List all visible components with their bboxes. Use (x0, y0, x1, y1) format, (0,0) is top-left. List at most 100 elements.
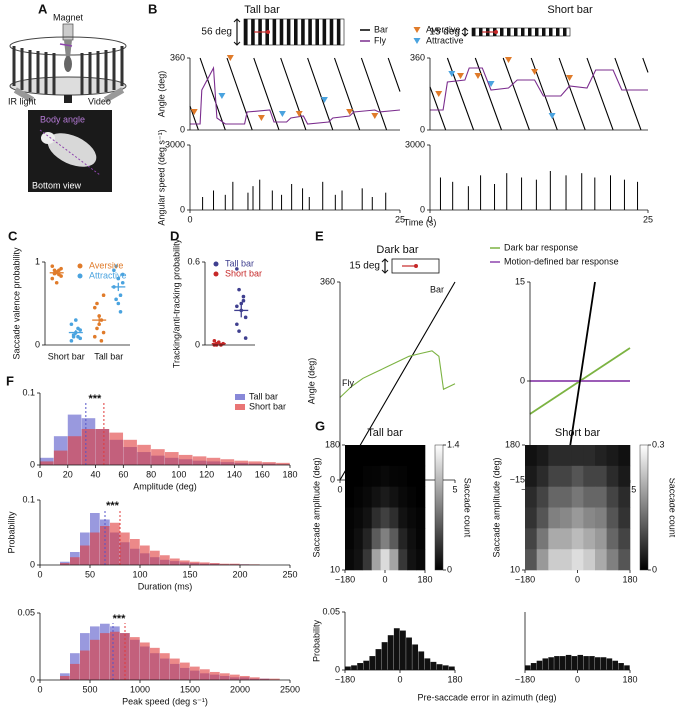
legend-label: Tall bar (225, 258, 254, 268)
hist-bar (530, 663, 537, 670)
x-tick-label: 180 (622, 574, 637, 584)
heatmap-cell (606, 528, 619, 550)
x-tick-label: 40 (91, 469, 101, 479)
hist-bar (600, 657, 607, 670)
heatmap-cell (536, 445, 549, 467)
data-point (71, 333, 76, 337)
heatmap-cell (362, 465, 372, 487)
heatmap-cell (618, 445, 631, 467)
hist-bar (81, 429, 96, 465)
y-tick-label: 0 (335, 664, 340, 674)
y-tick-label: 360 (170, 52, 185, 62)
hist-bar (250, 677, 260, 680)
x-tick-label: 0 (575, 674, 580, 684)
data-point (243, 315, 248, 320)
hist-bar (67, 436, 82, 465)
hist-bar (270, 678, 280, 680)
heatmap-cell (583, 465, 596, 487)
x-tick-label: 0 (37, 569, 42, 579)
event-marker (218, 93, 226, 99)
data-point (99, 339, 104, 343)
heatmap-cell (389, 486, 399, 508)
stimulus-stripe (542, 28, 546, 36)
chart-title: Tall bar (244, 4, 280, 16)
hist-bar (165, 452, 179, 465)
fly-icon (494, 30, 498, 34)
x-tick-label: 60 (118, 469, 128, 479)
hist-bar (571, 656, 578, 670)
heatmap-cell (398, 465, 408, 487)
y-tick-label: 360 (410, 52, 425, 62)
y-tick-label: 180 (505, 439, 520, 449)
stimulus-stripe (549, 28, 553, 36)
y-tick-label: 0 (30, 674, 35, 684)
y-tick-label: 180 (325, 439, 340, 449)
heatmap-cell (416, 528, 426, 550)
heatmap-cell (548, 528, 561, 550)
event-marker (278, 111, 286, 117)
heatmap-cell (389, 528, 399, 550)
hist-bar (190, 666, 200, 680)
y-tick-label: 0.05 (17, 607, 35, 617)
x-axis-label: Duration (ms) (138, 581, 193, 591)
heatmap-cell (416, 549, 426, 571)
x-tick-label: 180 (622, 674, 637, 684)
hist-bar (90, 639, 100, 680)
heatmap-cell (389, 445, 399, 467)
x-tick-label: 0 (337, 484, 342, 494)
heatmap-cell (389, 465, 399, 487)
schematic-label: Body angle (40, 114, 85, 124)
stimulus-stripe (301, 19, 305, 45)
hist-bar (120, 532, 130, 565)
event-marker (448, 71, 456, 77)
heatmap-cell (407, 549, 417, 571)
hist-bar (160, 653, 170, 680)
y-axis-label: Tracking/anti-tracking probability (171, 238, 181, 368)
hist-bar (565, 654, 572, 670)
y-tick-label: 0.1 (22, 494, 35, 504)
hist-bar (606, 658, 613, 670)
colorbar-label: Saccade count (463, 478, 473, 538)
x-tick-label: 120 (199, 469, 214, 479)
stimulus-stripe (500, 28, 504, 36)
event-marker (504, 57, 512, 63)
hist-bar (140, 545, 150, 565)
data-point (118, 310, 123, 314)
data-point (54, 280, 59, 285)
x-tick-label: 140 (227, 469, 242, 479)
panel-label: E (315, 228, 324, 243)
hist-bar (612, 660, 619, 670)
hist-bar (560, 656, 566, 670)
y-axis-label: Saccade valence probability (11, 247, 21, 360)
line-label: Fly (342, 378, 354, 388)
data-point (120, 280, 125, 285)
event-marker (226, 55, 234, 61)
hist-bar (595, 657, 601, 670)
event-marker (457, 73, 465, 79)
hist-bar (53, 450, 68, 465)
data-point (59, 274, 63, 278)
heatmap-cell (380, 528, 390, 550)
heatmap-cell (371, 528, 381, 550)
heatmap-cell (618, 507, 631, 529)
stimulus-stripe (528, 28, 532, 36)
heatmap-cell (380, 507, 390, 529)
x-tick-label: −180 (335, 674, 355, 684)
y-tick-label: 10 (510, 564, 520, 574)
x-tick-label: 0 (37, 684, 42, 694)
heatmap-cell (606, 486, 619, 508)
stimulus-stripe (329, 19, 334, 45)
heatmap-cell (536, 528, 549, 550)
y-tick-label: 0 (180, 124, 185, 134)
legend-symbol (235, 404, 245, 410)
hist-bar (412, 644, 419, 670)
legend-label: Motion-defined bar response (504, 256, 619, 266)
chart-title: Dark bar (376, 244, 419, 256)
y-tick-label: 3000 (165, 139, 185, 149)
heatmap-cell (353, 549, 364, 571)
data-point (116, 276, 121, 281)
y-tick-label: 0 (35, 339, 40, 349)
data-point (92, 334, 97, 339)
x-tick-label: 100 (171, 469, 186, 479)
